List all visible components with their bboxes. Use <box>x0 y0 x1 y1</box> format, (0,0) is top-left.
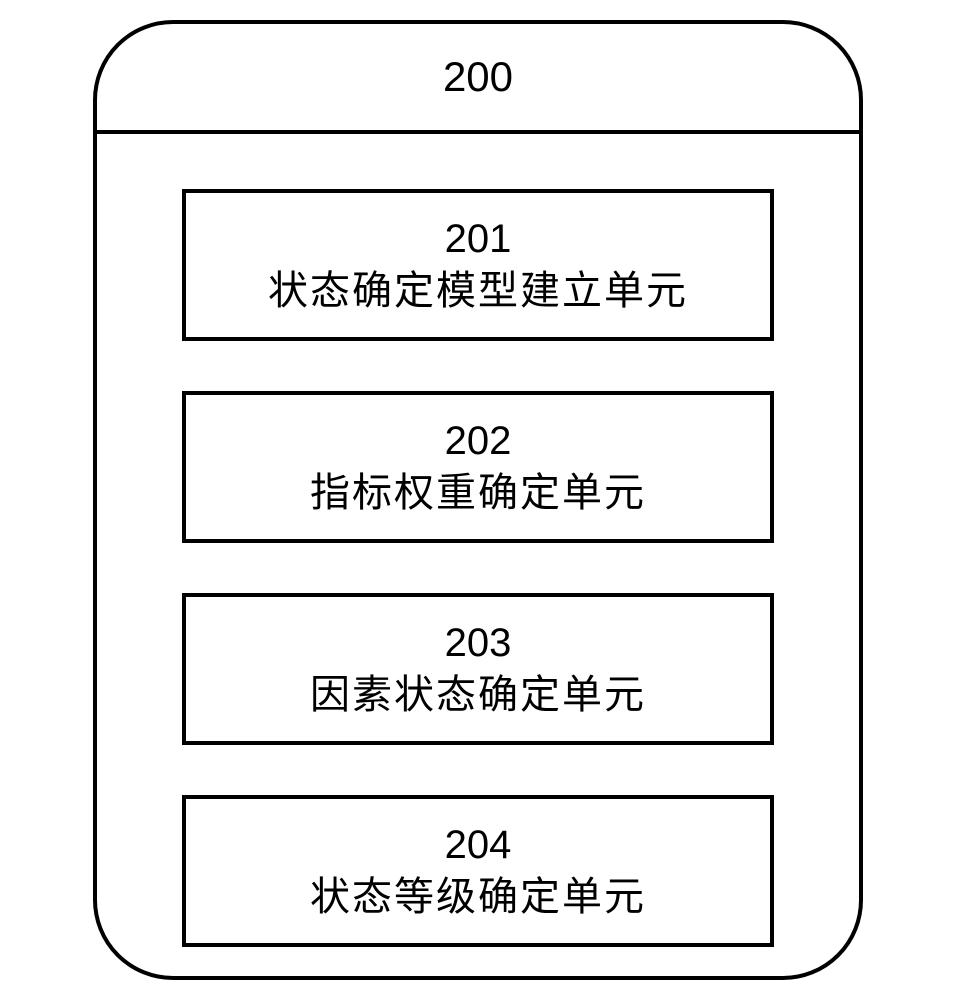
unit-number: 204 <box>445 819 512 871</box>
unit-number: 202 <box>445 415 512 467</box>
unit-label: 因素状态确定单元 <box>310 669 646 721</box>
unit-number: 203 <box>445 617 512 669</box>
unit-box: 202 指标权重确定单元 <box>182 391 774 543</box>
unit-number: 201 <box>445 213 512 265</box>
diagram-body: 201 状态确定模型建立单元 202 指标权重确定单元 203 因素状态确定单元… <box>97 134 859 1002</box>
unit-label: 状态确定模型建立单元 <box>268 265 688 317</box>
unit-box: 203 因素状态确定单元 <box>182 593 774 745</box>
unit-box: 201 状态确定模型建立单元 <box>182 189 774 341</box>
unit-box: 204 状态等级确定单元 <box>182 795 774 947</box>
unit-label: 指标权重确定单元 <box>310 467 646 519</box>
diagram-header: 200 <box>97 24 859 134</box>
container-number: 200 <box>443 53 513 101</box>
unit-label: 状态等级确定单元 <box>310 871 646 923</box>
diagram-container: 200 201 状态确定模型建立单元 202 指标权重确定单元 203 因素状态… <box>93 20 863 980</box>
